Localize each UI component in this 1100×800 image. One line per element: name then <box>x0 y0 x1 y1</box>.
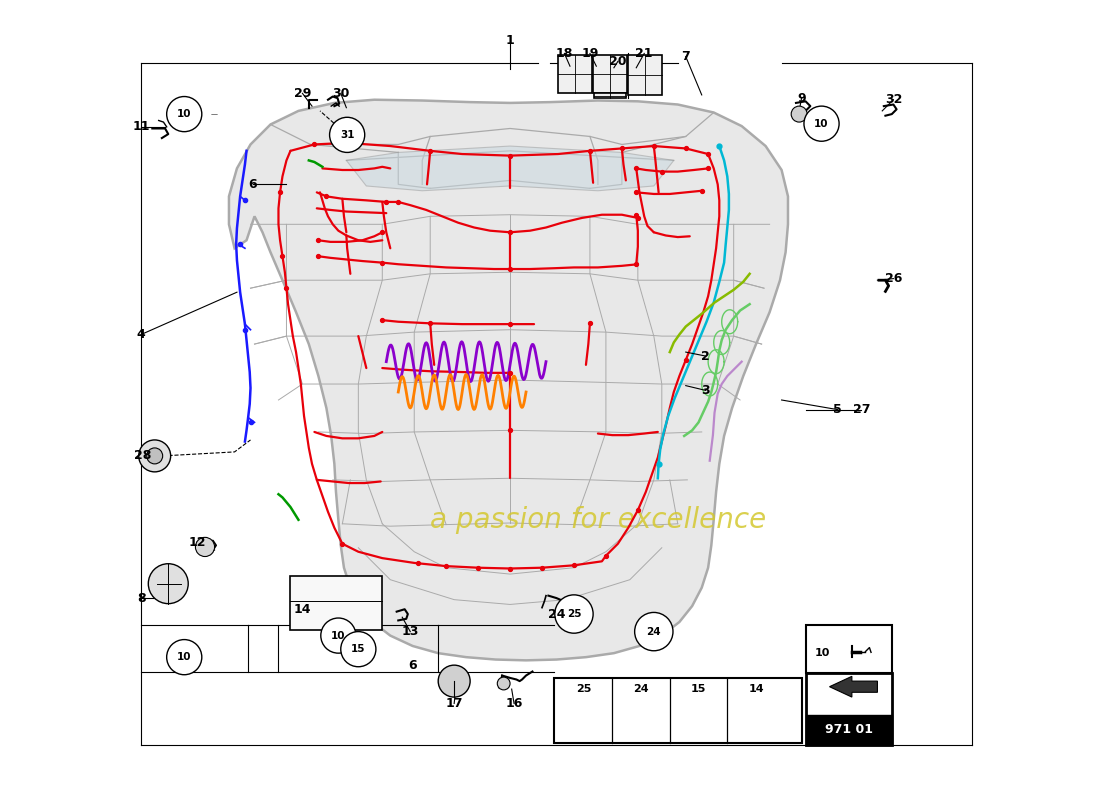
Text: 29: 29 <box>294 87 311 100</box>
Text: 18: 18 <box>556 47 573 60</box>
Text: 10: 10 <box>177 109 191 119</box>
FancyBboxPatch shape <box>805 714 892 745</box>
Text: 12: 12 <box>188 536 206 549</box>
Text: 11: 11 <box>132 120 150 134</box>
Circle shape <box>196 538 214 557</box>
Text: 6: 6 <box>408 658 417 672</box>
Text: 26: 26 <box>884 272 902 285</box>
Text: 24: 24 <box>647 626 661 637</box>
Circle shape <box>146 448 163 464</box>
Text: 10: 10 <box>815 648 830 658</box>
FancyBboxPatch shape <box>558 55 592 94</box>
Text: 1: 1 <box>506 34 515 47</box>
FancyBboxPatch shape <box>594 94 626 98</box>
Text: 6: 6 <box>249 178 257 191</box>
Text: 28: 28 <box>134 450 152 462</box>
Text: 10: 10 <box>177 652 191 662</box>
Text: 8: 8 <box>136 591 145 605</box>
Circle shape <box>341 631 376 666</box>
Circle shape <box>321 618 356 653</box>
Circle shape <box>791 106 807 122</box>
Text: 32: 32 <box>884 94 902 106</box>
Text: —: — <box>211 111 218 117</box>
Circle shape <box>804 106 839 142</box>
Text: 2: 2 <box>702 350 711 362</box>
Text: 25: 25 <box>576 683 591 694</box>
Text: 14: 14 <box>294 602 311 616</box>
Text: 21: 21 <box>636 47 653 60</box>
Circle shape <box>497 677 510 690</box>
Text: 20: 20 <box>609 55 627 68</box>
FancyBboxPatch shape <box>628 55 662 95</box>
Text: 15: 15 <box>691 683 706 694</box>
FancyBboxPatch shape <box>290 576 383 630</box>
Polygon shape <box>829 676 878 697</box>
Polygon shape <box>229 100 788 660</box>
Text: 27: 27 <box>852 403 870 416</box>
Circle shape <box>554 595 593 633</box>
Text: 24: 24 <box>548 607 565 621</box>
Text: 19: 19 <box>581 47 598 60</box>
Circle shape <box>438 665 470 697</box>
FancyBboxPatch shape <box>593 55 627 94</box>
FancyBboxPatch shape <box>805 626 892 673</box>
Text: 5: 5 <box>833 403 842 416</box>
Text: 3: 3 <box>702 384 710 397</box>
Circle shape <box>635 613 673 650</box>
Text: 25: 25 <box>566 609 581 619</box>
FancyBboxPatch shape <box>805 673 892 745</box>
Text: 10: 10 <box>331 630 345 641</box>
Circle shape <box>167 639 201 674</box>
Text: 14: 14 <box>748 683 763 694</box>
FancyBboxPatch shape <box>554 678 802 743</box>
Text: 971 01: 971 01 <box>825 723 872 736</box>
Circle shape <box>167 97 201 132</box>
Polygon shape <box>346 146 674 190</box>
Text: 16: 16 <box>505 697 522 710</box>
Text: 24: 24 <box>634 683 649 694</box>
Text: 30: 30 <box>332 87 350 100</box>
Circle shape <box>139 440 170 472</box>
Text: 15: 15 <box>351 644 365 654</box>
Circle shape <box>148 564 188 604</box>
Text: 4: 4 <box>136 328 145 341</box>
Circle shape <box>330 118 365 153</box>
Text: a passion for excellence: a passion for excellence <box>430 506 767 534</box>
Text: 9: 9 <box>798 92 806 105</box>
Text: 13: 13 <box>402 625 419 638</box>
Text: 7: 7 <box>681 50 690 63</box>
Text: 10: 10 <box>814 118 828 129</box>
Text: 17: 17 <box>446 697 463 710</box>
Text: 31: 31 <box>340 130 354 140</box>
